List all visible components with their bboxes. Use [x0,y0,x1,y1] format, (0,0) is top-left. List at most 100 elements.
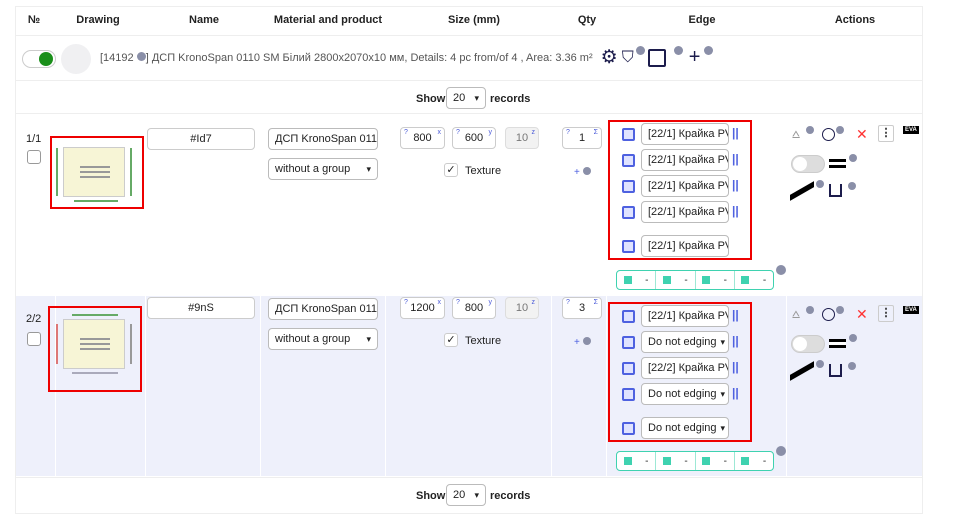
edge-select[interactable]: [22/1] Крайка PV▾ [641,201,729,223]
row-number: 2/2 [26,313,42,325]
edge-side-icon[interactable] [622,336,635,349]
add-group-icon[interactable] [647,48,666,67]
part-drawing[interactable] [56,314,132,374]
info-icon[interactable] [776,265,786,275]
edge-highlight [608,302,752,442]
edge-select[interactable]: Do not edging ▾ [641,417,729,439]
edge-select[interactable]: [22/1] Крайка PV▾ [641,123,729,145]
delete-icon[interactable]: ✕ [856,306,868,322]
info-icon[interactable] [136,51,146,61]
header-num: № [27,14,41,26]
delete-icon[interactable]: ✕ [856,126,868,142]
header-name: Name [189,14,219,26]
edge-band-icon[interactable] [790,361,814,381]
edge-summary: ---- [616,451,774,471]
part-name-input[interactable]: #Id7 [147,128,255,150]
size-x-input[interactable]: ? 1200 x [400,297,445,319]
material-info-bar: [14192 ] ДСП KronoSpan 0110 SM Білий 280… [100,46,714,69]
edge-summary-cell: - [617,452,657,470]
edge-detail-button[interactable]: || [732,334,739,348]
qty-input[interactable]: ? 1 Σ [562,127,602,149]
edge-side-icon[interactable] [622,240,635,253]
eva-badge[interactable]: EVA [903,126,919,134]
texture-checkbox[interactable]: ✓ [444,163,458,177]
material-select[interactable]: ДСП KronoSpan 0110▾ [268,128,378,150]
size-y-input[interactable]: ? 600 y [452,127,496,149]
edge-band-icon[interactable] [790,181,814,201]
group-select[interactable]: without a group ▾ [268,158,378,180]
part-toggle[interactable] [791,155,825,173]
texture-label: Texture [465,165,502,177]
edge-detail-button[interactable]: || [732,178,739,192]
edge-detail-button[interactable]: || [732,360,739,374]
info-icon[interactable] [776,446,786,456]
material-info: [14192 ] ДСП KronoSpan 0110 SM Білий 280… [100,51,593,64]
details-icon[interactable] [822,308,835,321]
cnc-icon[interactable]: ⩟ [792,126,800,141]
edge-side-icon[interactable] [622,128,635,141]
edge-detail-button[interactable]: || [732,308,739,322]
double-edge-icon[interactable] [829,339,846,348]
edge-detail-button[interactable]: || [732,204,739,218]
edge-summary-cell: - [656,452,696,470]
material-avatar [61,44,91,74]
edge-select[interactable]: Do not edging ▾ [641,331,729,353]
edge-select[interactable]: [22/2] Крайка PV▾ [641,357,729,379]
edge-select[interactable]: [22/1] Крайка PV▾ [641,305,729,327]
part-toggle[interactable] [791,335,825,353]
edge-side-icon[interactable] [622,310,635,323]
edge-select[interactable]: Do not edging ▾ [641,383,729,405]
edge-summary-cell: - [735,271,773,289]
edge-side-icon[interactable] [622,154,635,167]
edge-summary-cell: - [656,271,696,289]
edge-side-icon[interactable] [622,362,635,375]
double-edge-icon[interactable] [829,159,846,168]
part-drawing[interactable] [56,147,132,202]
groove-icon[interactable] [829,364,842,377]
more-menu-button[interactable]: ⋮ [878,125,894,142]
add-qty-button[interactable]: + [574,337,591,348]
info-icon[interactable] [635,46,645,55]
add-qty-button[interactable]: + [574,167,591,178]
size-z-input: 10 z [505,127,539,149]
table-row: 2/2 #9nS ДСП KronoSpan 0110▾ without a gro… [16,296,922,476]
edge-select[interactable]: [22/1] Крайка PV▾ [641,175,729,197]
material-select[interactable]: ДСП KronoSpan 0110▾ [268,298,378,320]
add-icon[interactable]: + [688,46,701,68]
more-menu-button[interactable]: ⋮ [878,305,894,322]
info-icon[interactable] [673,46,683,55]
filter-icon[interactable]: ⛉ [621,48,634,66]
qty-input[interactable]: ? 3 Σ [562,297,602,319]
group-select[interactable]: without a group ▾ [268,328,378,350]
edge-side-icon[interactable] [622,180,635,193]
header-size: Size (mm) [448,14,500,26]
eva-badge[interactable]: EVA [903,306,919,314]
records-per-page-select[interactable]: 20 ▾ [446,87,486,109]
edge-summary-cell: - [696,271,735,289]
size-z-input: 10 z [505,297,539,319]
texture-checkbox[interactable]: ✓ [444,333,458,347]
size-y-input[interactable]: ? 800 y [452,297,496,319]
edge-side-icon[interactable] [622,206,635,219]
edge-side-icon[interactable] [622,388,635,401]
records-per-page-select[interactable]: 20 ▾ [446,484,486,506]
records-label: records [490,93,531,105]
edge-detail-button[interactable]: || [732,126,739,140]
material-toggle[interactable] [22,50,56,68]
cnc-icon[interactable]: ⩟ [792,306,800,321]
info-icon[interactable] [704,46,714,55]
size-x-input[interactable]: ? 800 x [400,127,445,149]
details-icon[interactable] [822,128,835,141]
settings-icon[interactable]: ⚙ [600,47,618,68]
edge-select[interactable]: [22/1] Крайка PV▾ [641,235,729,257]
edge-detail-button[interactable]: || [732,152,739,166]
edge-side-icon[interactable] [622,422,635,435]
edge-select[interactable]: [22/1] Крайка PV▾ [641,149,729,171]
row-number: 1/1 [26,133,42,145]
edge-summary-cell: - [735,452,773,470]
row-checkbox[interactable] [27,150,41,164]
part-name-input[interactable]: #9nS [147,297,255,319]
edge-detail-button[interactable]: || [732,386,739,400]
groove-icon[interactable] [829,184,842,197]
row-checkbox[interactable] [27,332,41,346]
